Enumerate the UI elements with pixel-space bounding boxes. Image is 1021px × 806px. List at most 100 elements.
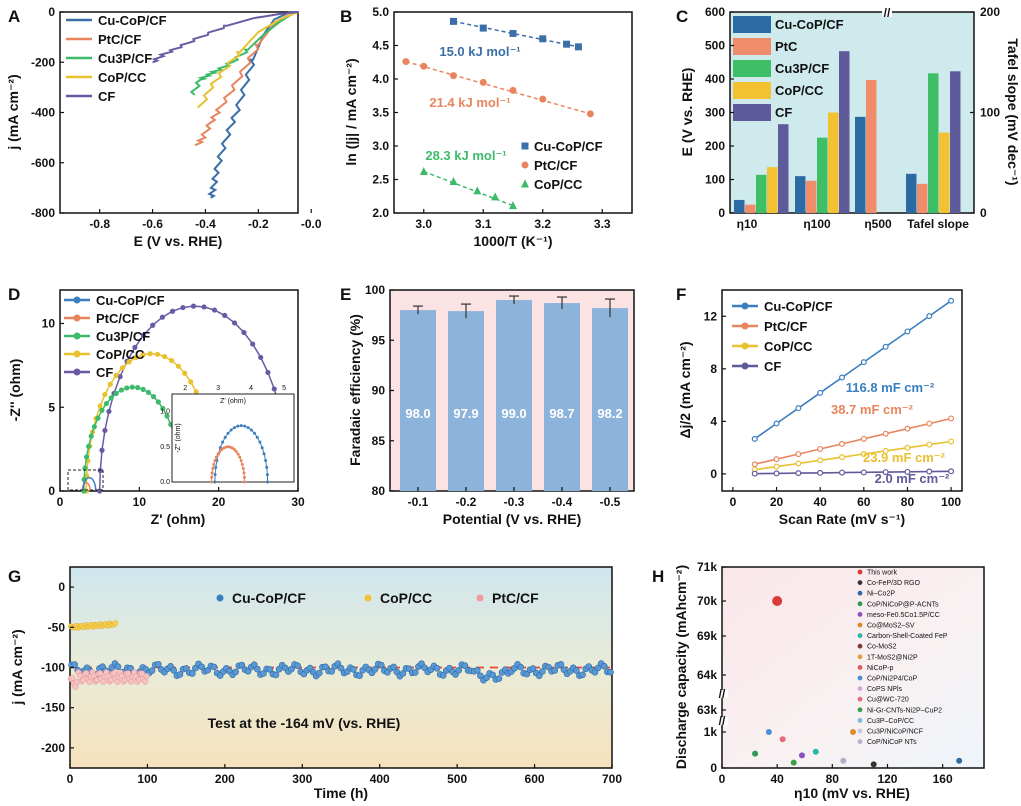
panel-g-cu-point-71 [288,665,295,673]
panel-e-bar-4 [592,308,628,491]
panel-f-point-1-4 [838,440,845,447]
panel-c-legend-swatch-2 [733,60,771,77]
panel-h-y-tick-label-3: 64k [697,668,717,682]
panel-d-x-tick-label-3: 30 [291,495,305,509]
panel-h-legend-label-5: Co@MoS2–SV [867,623,915,630]
panel-h-x-tick-label-2: 80 [826,772,840,786]
panel-f-frame [721,289,963,492]
panel-h-point-1 [956,757,963,764]
panel-h-point-5 [812,748,819,755]
panel-f-line-2 [754,440,952,471]
panel-g-cu-point-111 [412,669,419,676]
panel-g-cu-point-26 [148,667,156,674]
panel-d-legend-marker-3 [73,350,81,358]
panel-d-curve-4 [98,305,288,492]
panel-c-legend-swatch-0 [733,16,771,33]
panel-d-legend-label-0: Cu-CoP/CF [96,293,165,308]
panel-d-inset-curve-1 [211,446,245,483]
panel-h-legend-marker-15 [857,728,863,734]
panel-b-point-1-4 [509,86,517,94]
panel-b-legend-marker-1 [521,161,529,169]
panel-g-x-tick-label-3: 300 [292,772,312,786]
panel-d-y-tick-label-2: 10 [42,317,56,331]
panel-g-cu-point-127 [461,662,469,669]
panel-a-legend-label-0: Cu-CoP/CF [98,13,167,28]
panel-letter-d: D [8,285,20,304]
panel-h-legend-marker-4 [857,612,863,617]
panel-f-line-0 [754,300,952,440]
panel-c-bar-1-1 [806,180,817,213]
panel-f-legend-label-3: CF [764,359,781,374]
panel-h-point-0 [772,596,783,606]
panel-e-bar-3 [544,303,580,491]
panel-b: B 15.0 kJ mol⁻¹ Cu-CoP/CF 21.4 kJ mol⁻¹ PtC… [340,5,633,249]
panel-c-y2-tick-label-1: 100 [980,106,1000,120]
panel-d-inset-ytick-2: 1.0 [160,409,170,416]
panel-g-xlabel: Time (h) [314,785,368,801]
panel-c-y-tick-label-0: 0 [718,206,725,220]
panel-g-cu-point-87 [337,664,345,672]
panel-f-point-2-8 [926,441,933,448]
panel-g-cu-point-107 [399,670,407,677]
panel-c-legend-label-0: Cu-CoP/CF [775,17,844,32]
panel-b-x-tick-label-2: 3.2 [534,217,551,231]
panel-h-legend-marker-1 [857,580,863,585]
panel-c-break-gap [882,8,892,17]
panel-g-cu-point-149 [529,665,537,672]
panel-h-plot: // // This work Co-FeP/3D RGO Ni–Co2P CoP/NiC… [697,560,963,786]
panel-a-y-tick-label-2: -400 [31,106,55,120]
panel-c-legend-label-4: CF [775,105,792,120]
panel-g-cu-point-53 [232,668,239,676]
panel-h-x-tick-label-1: 40 [770,772,784,786]
panel-d: D Cu-CoP/CF PtC/CF Cu3P/CF CoP/CC CF 2 3 4 5 Z' (… [7,285,305,527]
panel-c-ylabel: E (V vs. RHE) [679,68,695,157]
panel-h-legend-label-2: Ni–Co2P [867,591,895,598]
panel-a-ylabel: j (mA cm⁻²) [5,74,21,150]
panel-f-point-3-6 [882,469,889,476]
panel-b-ylabel: ln (|j| / mA cm⁻²) [343,58,359,165]
panel-d-y-tick-label-0: 0 [48,484,55,498]
panel-g-ylabel: j (mA cm⁻²) [9,629,25,705]
panel-e-bar-0 [400,310,436,491]
panel-g-pt-point-37 [125,670,132,677]
panel-c-legend-swatch-1 [733,38,771,55]
panel-c-y-tick-label-3: 300 [705,106,725,120]
panel-g-cu-point-132 [477,672,484,680]
panel-b-point-2-2 [473,186,482,195]
panel-e-y-tick-label-4: 100 [365,283,385,297]
panel-e-bar-1 [448,311,484,491]
panel-f-point-3-8 [926,468,933,475]
panel-g-cu-point-136 [489,671,497,679]
panel-b-x-tick-label-1: 3.1 [475,217,492,231]
panel-g-pt-point-48 [142,678,149,685]
panel-b-point-0-2 [509,29,517,37]
panel-h-point-6 [870,761,877,768]
panel-f-xlabel: Scan Rate (mV s⁻¹) [779,511,905,527]
panel-f-slope-label-3: 2.0 mF cm⁻² [875,471,950,486]
panel-d-legend-label-2: Cu3P/CF [96,329,150,344]
panel-b-frame [393,11,633,214]
panel-f-y-tick-label-3: 12 [704,309,718,323]
panel-g-cu-point-158 [557,660,565,668]
panel-c-bar-1-0 [745,204,756,213]
panel-h-legend-marker-12 [857,696,863,702]
panel-h-y-tick-label-0: 0 [710,761,717,775]
panel-b-y-tick-label-3: 3.5 [372,106,389,120]
panel-d-inset-ytick-0: 0.0 [160,479,170,486]
panel-f-legend-marker-1 [741,322,749,330]
panel-f-point-0-1 [773,420,780,427]
panel-f-point-3-3 [817,469,824,476]
panel-f-x-tick-label-2: 40 [814,495,828,509]
panel-b-point-1-5 [539,95,547,103]
panel-c-bar-0-2 [855,116,866,213]
panel-f-point-2-6 [882,447,889,454]
panel-b-y-tick-label-2: 3.0 [372,139,389,153]
panel-d-legend-marker-1 [73,314,81,322]
panel-f-point-2-4 [838,454,845,461]
panel-h: H // // This work Co-FeP/3D RGO Ni–Co2P CoP/N… [652,560,985,801]
panel-e-x-tick-label-2: -0.3 [504,495,525,509]
panel-h-point-9 [790,759,797,766]
panel-g-cu-point-46 [210,663,218,671]
panel-f-point-1-8 [926,420,933,427]
panel-b-point-2-0 [419,166,428,175]
